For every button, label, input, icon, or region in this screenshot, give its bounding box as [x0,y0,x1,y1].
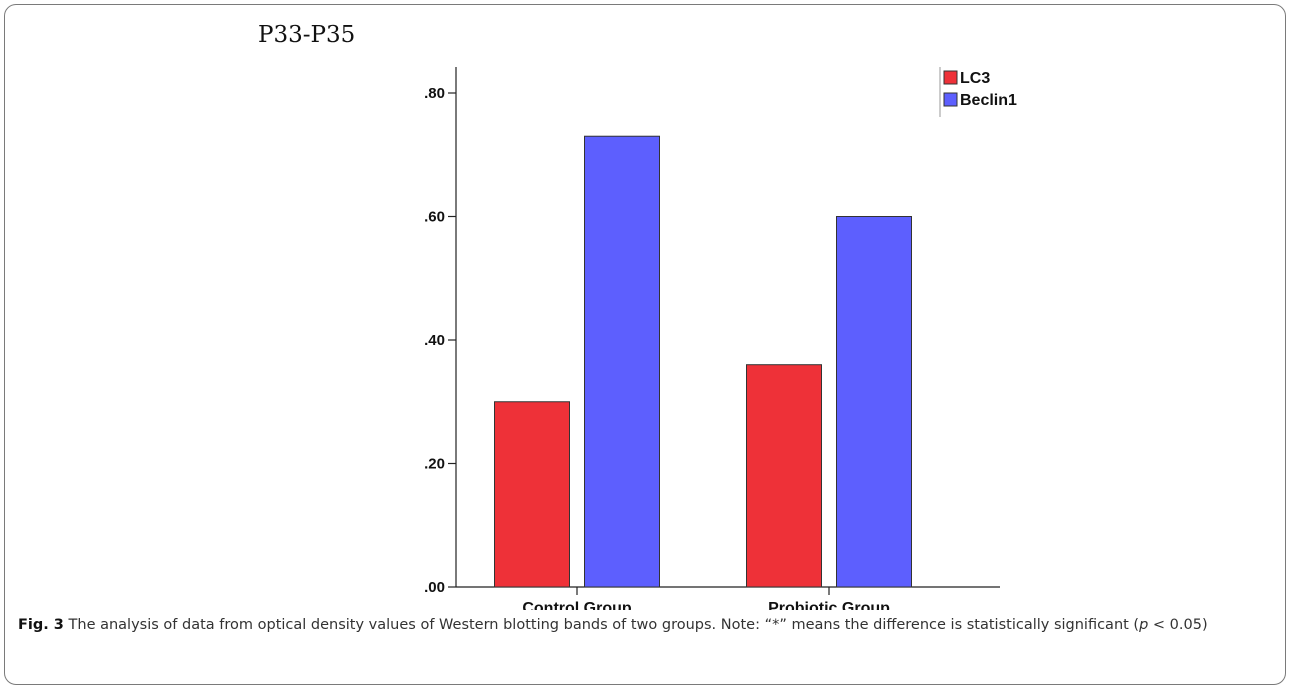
legend: LC3 Beclin1 [939,67,1017,117]
bar-beclin1-control [584,135,660,588]
bar-lc3-probiotic [746,364,822,588]
caption-text: The analysis of data from optical densit… [63,617,1140,633]
caption-text-end: < 0.05) [1148,617,1208,633]
caption-p-variable: p [1139,617,1149,633]
x-axis: Control Group Probiotic Group [456,586,1000,610]
figure-caption: Fig. 3 The analysis of data from optical… [18,612,1268,638]
x-category-label: Control Group [522,600,632,610]
y-tick-label: .80 [424,85,445,102]
panel-title: P33-P35 [258,22,356,48]
y-tick-label: .00 [424,579,445,596]
legend-label-beclin1: Beclin1 [960,92,1017,109]
legend-swatch-beclin1 [943,92,958,107]
y-tick-label: .60 [424,209,445,226]
y-tick-label: .20 [424,456,445,473]
bar-beclin1-probiotic [836,216,912,588]
bars [494,135,912,588]
figure-frame [4,4,1286,685]
bar-lc3-control [494,401,570,588]
legend-swatch-lc3 [943,70,958,85]
bar-chart: .00 .20 .40 .60 .80 Control Group Probiotic G… [424,67,1017,610]
legend-label-lc3: LC3 [960,70,990,87]
x-category-label: Probiotic Group [768,600,890,610]
y-axis: .00 .20 .40 .60 .80 [424,67,457,596]
y-tick-label: .40 [424,332,445,349]
figure-label: Fig. 3 [18,617,64,633]
